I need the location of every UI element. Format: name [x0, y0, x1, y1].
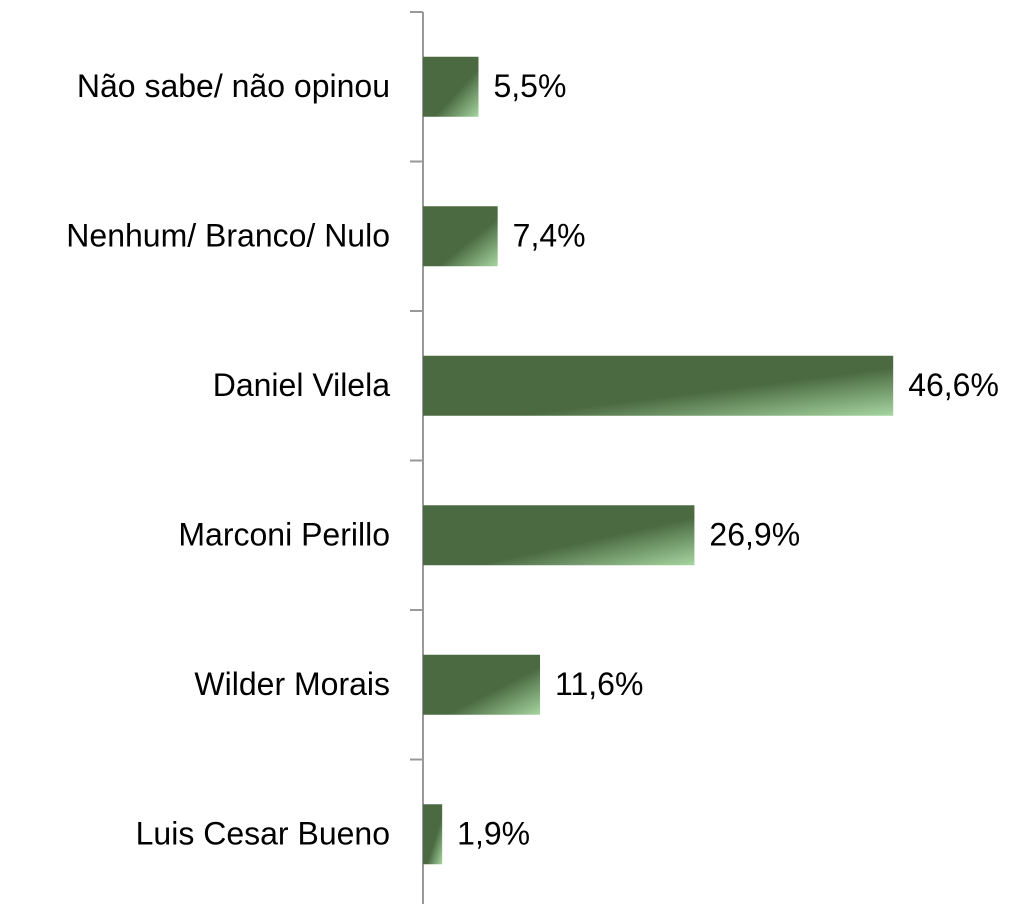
value-label: 1,9%	[457, 816, 530, 852]
category-label: Wilder Morais	[194, 666, 390, 702]
category-label: Não sabe/ não opinou	[77, 68, 390, 104]
bar	[423, 804, 443, 865]
value-label: 11,6%	[555, 666, 643, 702]
bar	[423, 355, 894, 416]
category-label: Nenhum/ Branco/ Nulo	[66, 218, 390, 254]
value-label: 7,4%	[513, 218, 586, 254]
bar	[423, 206, 498, 267]
bar	[423, 654, 541, 715]
value-label: 5,5%	[493, 68, 566, 104]
category-label: Daniel Vilela	[213, 367, 391, 403]
bar	[423, 505, 695, 566]
value-label: 46,6%	[908, 367, 999, 403]
category-label: Marconi Perillo	[178, 517, 390, 553]
value-label: 26,9%	[709, 517, 800, 553]
category-label: Luis Cesar Bueno	[136, 816, 390, 852]
bar	[423, 56, 479, 117]
